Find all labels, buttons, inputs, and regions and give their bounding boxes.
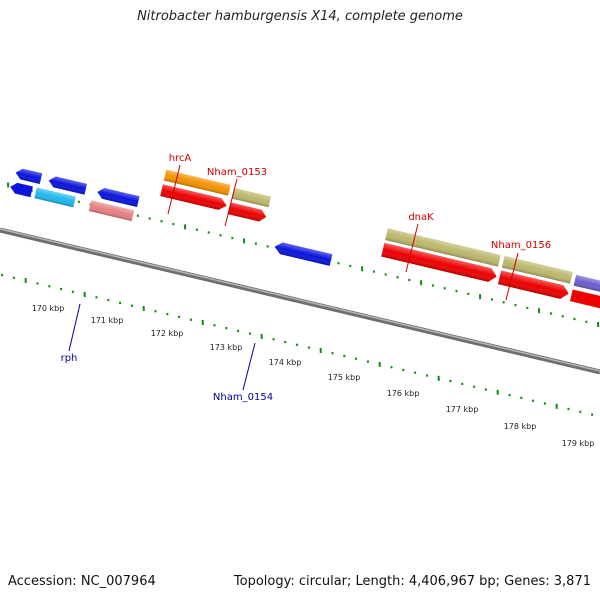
cds-purple[interactable] [569, 289, 600, 309]
scale-label-171: 171 kbp [91, 316, 124, 325]
cds-hrcA[interactable] [160, 184, 228, 211]
map-title: Nitrobacter hamburgensis X14, complete g… [137, 9, 463, 24]
gene-blue-4[interactable] [9, 181, 33, 198]
label-nham-0153: Nham_0153 [207, 167, 267, 178]
scale-label-172: 172 kbp [151, 329, 184, 338]
gene-purple[interactable] [573, 274, 600, 295]
cds-nham-0153[interactable] [227, 202, 268, 222]
gene-rph[interactable] [88, 200, 135, 222]
accession-text: Accession: NC_007964 [8, 574, 156, 589]
gene-blue-3[interactable] [96, 187, 140, 208]
scale-label-174: 174 kbp [269, 358, 302, 367]
scale-label-176: 176 kbp [387, 389, 420, 398]
scale-labels: 170 kbp 171 kbp 172 kbp 173 kbp 174 kbp … [32, 304, 595, 448]
gene-nham-0156[interactable] [501, 255, 573, 284]
cds-dnaK[interactable] [381, 242, 498, 284]
label-rph: rph [61, 353, 78, 364]
label-dnaK: dnaK [408, 212, 434, 223]
cds-nham-0156[interactable] [497, 270, 570, 300]
genome-backbone-highlight [0, 228, 600, 372]
gene-dnaK[interactable] [385, 228, 501, 267]
scale-label-178: 178 kbp [504, 422, 537, 431]
scale-label-177: 177 kbp [446, 405, 479, 414]
label-nham-0156: Nham_0156 [491, 240, 551, 251]
gene-hrcA[interactable] [163, 169, 231, 196]
genome-backbone [0, 227, 600, 375]
gene-nham-0154[interactable] [273, 241, 333, 266]
inner-tick-ring [1, 273, 594, 416]
label-nham-0154: Nham_0154 [213, 392, 273, 403]
topology-text: Topology: circular; Length: 4,406,967 bp… [233, 574, 591, 589]
scale-label-170: 170 kbp [32, 304, 65, 313]
gene-nham-0153[interactable] [231, 187, 272, 208]
label-leaders [68, 164, 519, 391]
scale-label-175: 175 kbp [328, 373, 361, 382]
gene-cyan[interactable] [34, 187, 76, 208]
gene-blue-2[interactable] [47, 175, 87, 195]
scale-label-179: 179 kbp [562, 439, 595, 448]
label-hrcA: hrcA [169, 153, 192, 164]
scale-label-173: 173 kbp [210, 343, 243, 352]
gene-blue-1[interactable] [14, 167, 43, 185]
feature-track [9, 167, 600, 309]
